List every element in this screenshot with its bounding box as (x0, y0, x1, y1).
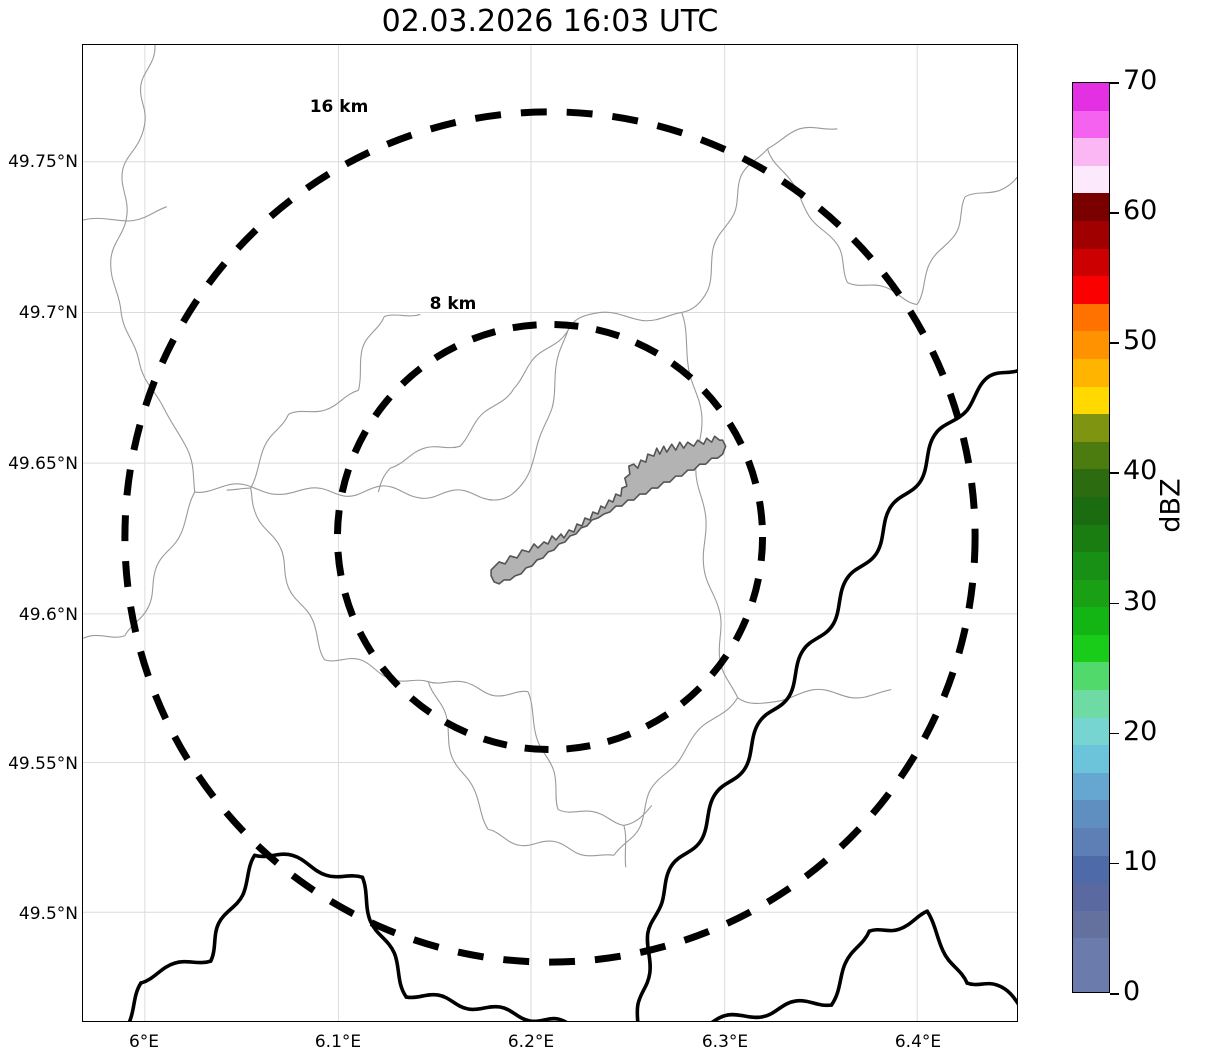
range-ring-label-16km: 16 km (309, 97, 369, 117)
colorbar-tick-mark (1110, 602, 1119, 605)
colorbar-tick-label: 30 (1123, 585, 1158, 617)
colorbar-tick-mark (1110, 993, 1119, 995)
colorbar-tick-mark (1110, 732, 1119, 735)
colorbar-tick-label: 50 (1123, 325, 1158, 357)
range-ring-8km (333, 320, 767, 754)
colorbar-band (1073, 138, 1109, 166)
colorbar-band (1073, 717, 1109, 746)
x-tick-label: 6.3°E (701, 1032, 749, 1052)
y-axis-labels: 49.75°N 49.7°N 49.65°N 49.6°N 49.55°N 49… (0, 0, 78, 1064)
y-tick-label: 49.6°N (18, 605, 78, 625)
colorbar-band (1073, 607, 1109, 635)
colorbar-unit-text: dBZ (1155, 478, 1187, 533)
range-ring-16km (121, 108, 979, 966)
colorbar-band (1073, 745, 1109, 773)
colorbar-band (1073, 634, 1109, 663)
colorbar-tick-label: 20 (1123, 715, 1158, 747)
colorbar-band (1073, 579, 1109, 608)
colorbar-ticks: 70 60 50 40 30 20 10 0 (1072, 0, 1207, 1064)
colorbar-band (1073, 165, 1109, 194)
colorbar-band (1073, 83, 1109, 111)
y-tick-label: 49.55°N (8, 754, 78, 774)
colorbar-tick-mark (1110, 472, 1119, 475)
colorbar-band (1073, 276, 1109, 304)
colorbar-band (1073, 938, 1109, 966)
national-border (127, 369, 1017, 1021)
colorbar-band (1073, 441, 1109, 470)
x-tick-label: 6.4°E (894, 1032, 942, 1052)
colorbar[interactable] (1072, 82, 1110, 993)
colorbar-tick-mark (1110, 82, 1119, 84)
colorbar-band (1073, 910, 1109, 939)
colorbar-tick-label: 60 (1123, 195, 1158, 227)
colorbar-band (1073, 883, 1109, 911)
colorbar-band (1073, 193, 1109, 221)
y-tick-label: 49.65°N (8, 454, 78, 474)
colorbar-tick-mark (1110, 342, 1119, 344)
colorbar-tick-label: 10 (1123, 845, 1158, 877)
colorbar-band (1073, 469, 1109, 497)
x-tick-label: 6.1°E (314, 1032, 362, 1052)
colorbar-gradient (1072, 82, 1110, 993)
y-tick-label: 49.75°N (8, 152, 78, 172)
radar-map-panel[interactable]: 16 km 8 km (82, 44, 1018, 1022)
colorbar-tick-label: 0 (1123, 976, 1141, 1007)
colorbar-band (1073, 386, 1109, 415)
colorbar-band (1073, 110, 1109, 139)
range-ring-label-8km: 8 km (429, 294, 477, 314)
colorbar-band (1073, 552, 1109, 580)
colorbar-tick-label: 70 (1123, 65, 1158, 96)
x-tick-label: 6°E (128, 1032, 160, 1052)
colorbar-tick-mark (1110, 862, 1119, 865)
colorbar-band (1073, 496, 1109, 525)
admin-boundaries (83, 45, 1017, 868)
range-rings (121, 108, 979, 966)
colorbar-axis-label: dBZ (1150, 0, 1190, 1064)
colorbar-tick-mark (1110, 212, 1119, 214)
page-title: 02.03.2026 16:03 UTC (381, 4, 719, 39)
colorbar-band (1073, 248, 1109, 277)
colorbar-band (1073, 690, 1109, 718)
x-tick-label: 6.2°E (507, 1032, 555, 1052)
colorbar-band (1073, 662, 1109, 691)
colorbar-band (1073, 966, 1109, 992)
colorbar-band (1073, 303, 1109, 332)
map-gridlines (83, 45, 1017, 1021)
colorbar-band (1073, 331, 1109, 359)
colorbar-band (1073, 828, 1109, 856)
colorbar-band (1073, 358, 1109, 387)
colorbar-band (1073, 772, 1109, 801)
city-area-polygon (490, 435, 727, 585)
colorbar-band (1073, 524, 1109, 553)
colorbar-band (1073, 855, 1109, 884)
y-tick-label: 49.7°N (18, 303, 78, 323)
y-tick-label: 49.5°N (18, 904, 78, 924)
colorbar-tick-label: 40 (1123, 455, 1158, 487)
colorbar-band (1073, 220, 1109, 249)
colorbar-band (1073, 414, 1109, 442)
colorbar-band (1073, 800, 1109, 829)
radar-map-svg (83, 45, 1017, 1021)
